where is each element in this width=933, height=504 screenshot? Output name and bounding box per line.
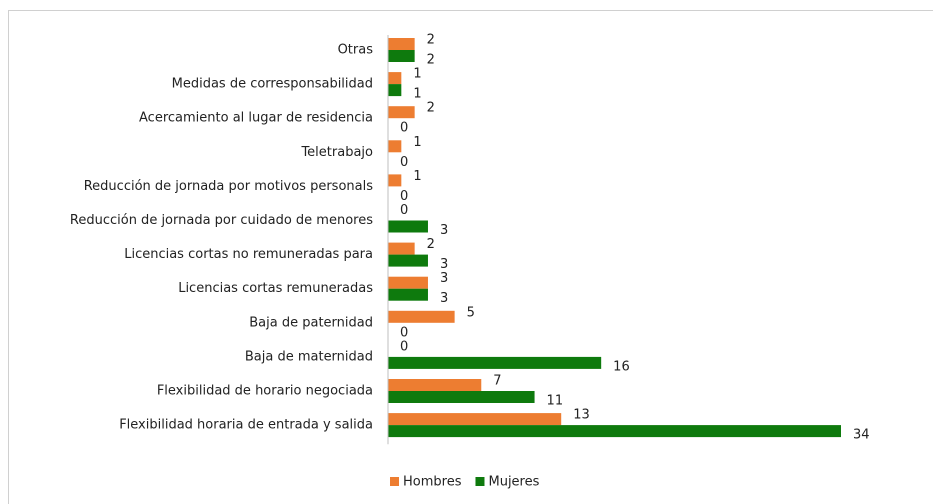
data-label: 3 (440, 223, 448, 238)
y-tick-label: Reducción de jornada por cuidado de meno… (70, 213, 373, 228)
data-label: 2 (427, 53, 435, 68)
bar (388, 50, 415, 62)
chart-frame (8, 10, 933, 504)
data-label: 1 (413, 87, 421, 102)
y-tick-label: Licencias cortas remuneradas (178, 281, 373, 296)
data-label: 11 (547, 394, 564, 409)
data-label: 0 (400, 203, 408, 218)
bar (388, 356, 602, 369)
data-label: 7 (493, 374, 501, 389)
bar (388, 276, 428, 289)
bar (388, 84, 402, 97)
legend-swatch (390, 477, 399, 486)
data-label: 1 (413, 135, 421, 150)
bar (388, 425, 841, 438)
bar (388, 220, 428, 233)
y-tick-label: Baja de paternidad (249, 315, 373, 330)
bar (388, 242, 415, 255)
bar (388, 106, 415, 119)
data-label: 2 (427, 33, 435, 48)
bar (388, 288, 428, 301)
y-tick-label: Flexibilidad de horario negociada (157, 384, 373, 399)
y-tick-label: Reducción de jornada por motivos persona… (84, 179, 373, 194)
bar (388, 413, 562, 426)
bar (388, 391, 535, 403)
y-tick-label: Licencias cortas no remuneradas para (124, 247, 373, 262)
data-label: 5 (467, 305, 475, 320)
data-label: 13 (573, 408, 590, 423)
legend-swatch (475, 477, 485, 486)
bar (388, 38, 415, 50)
legend-label: Hombres (403, 475, 462, 490)
bar (388, 174, 402, 187)
data-label: 2 (427, 101, 435, 116)
data-label: 3 (440, 271, 448, 286)
data-label: 0 (400, 189, 408, 204)
bar (388, 254, 428, 267)
data-label: 0 (400, 121, 408, 136)
bar (388, 310, 455, 323)
bar (388, 72, 402, 85)
y-tick-label: Acercamiento al lugar de residencia (139, 111, 373, 126)
bar (388, 379, 482, 391)
y-tick-label: Otras (338, 43, 374, 58)
data-label: 3 (440, 291, 448, 306)
data-label: 0 (400, 155, 408, 170)
data-label: 3 (440, 257, 448, 272)
bar (388, 140, 402, 153)
y-tick-label: Baja de maternidad (245, 349, 373, 364)
legend-label: Mujeres (488, 475, 539, 490)
y-tick-label: Medidas de corresponsabilidad (172, 77, 373, 92)
data-label: 0 (400, 339, 408, 354)
y-tick-label: Flexibilidad horaria de entrada y salida (119, 418, 373, 433)
data-label: 16 (613, 359, 630, 374)
data-label: 2 (427, 237, 435, 252)
data-label: 34 (853, 428, 870, 443)
data-label: 1 (413, 169, 421, 184)
y-tick-label: Teletrabajo (300, 145, 373, 160)
data-label: 0 (400, 325, 408, 340)
data-label: 1 (413, 67, 421, 82)
